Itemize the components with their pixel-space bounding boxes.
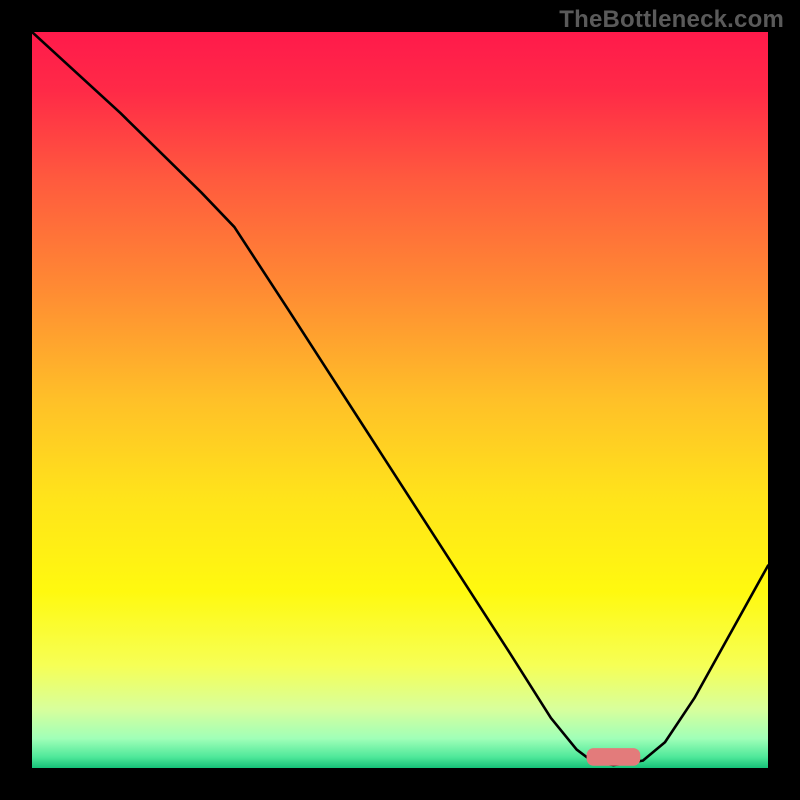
plot-area <box>32 32 768 768</box>
gradient-background <box>32 32 768 768</box>
chart-svg <box>32 32 768 768</box>
canvas-root: TheBottleneck.com <box>0 0 800 800</box>
watermark-text: TheBottleneck.com <box>559 6 784 34</box>
optimal-range-marker <box>587 748 641 766</box>
